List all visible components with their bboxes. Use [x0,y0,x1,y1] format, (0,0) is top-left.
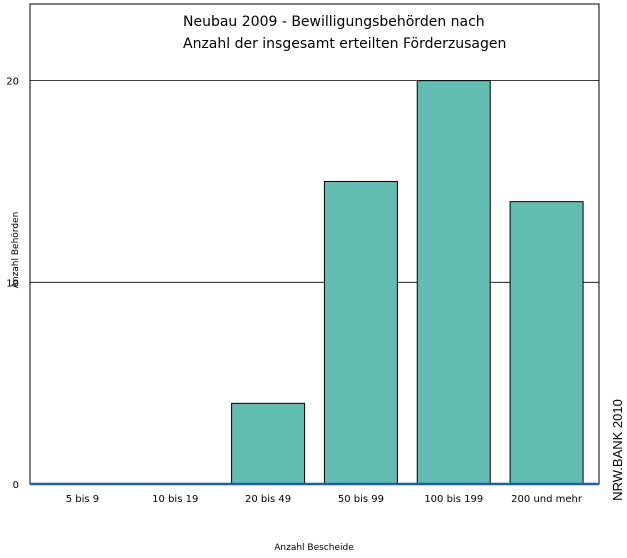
y-tick-label: 0 [13,480,19,491]
x-tick-label: 50 bis 99 [338,494,384,505]
x-tick-label: 10 bis 19 [152,494,198,505]
chart-title-line-2: Anzahl der insgesamt erteilten Förderzus… [183,36,506,52]
x-tick-label: 20 bis 49 [245,494,291,505]
bar-2 [231,402,306,485]
x-tick-label: 5 bis 9 [66,494,99,505]
gridlines [30,80,599,283]
y-axis-label: Anzahl Behörden [11,212,21,289]
y-tick-label: 20 [6,77,19,88]
bar-3 [323,180,398,485]
y-tick-labels: 0 10 20 [6,77,19,491]
chart-title-line-1: Neubau 2009 - Bewilligungsbehörden nach [183,14,485,30]
bars [231,80,584,485]
x-tick-label: 200 und mehr [511,494,583,505]
x-tick-label: 100 bis 199 [424,494,483,505]
credit-text: NRW.BANK 2010 [610,399,625,501]
bar-4 [416,80,491,485]
bar-5 [509,201,584,485]
x-tick-labels: 5 bis 9 10 bis 19 20 bis 49 50 bis 99 100 bi… [66,494,583,505]
y-tick-label: 10 [6,278,19,289]
x-axis-label: Anzahl Bescheide [274,543,354,553]
